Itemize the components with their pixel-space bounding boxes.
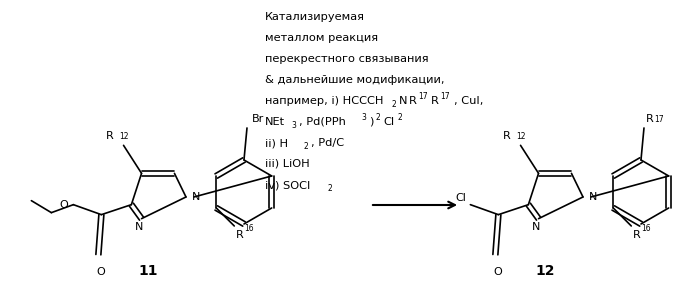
Text: ii) H: ii) H [265,138,288,148]
Text: N: N [192,192,200,202]
Text: iv) SOCl: iv) SOCl [265,180,310,190]
Text: металлом реакция: металлом реакция [265,33,378,43]
Text: R: R [646,114,654,124]
Text: Катализируемая: Катализируемая [265,12,365,22]
Text: 17: 17 [440,92,450,101]
Text: 2: 2 [303,142,308,151]
Text: 3: 3 [361,113,366,122]
Text: Cl: Cl [383,117,394,127]
Text: O: O [96,267,105,277]
Text: 17: 17 [654,115,664,124]
Text: 16: 16 [244,224,254,233]
Text: R: R [503,131,510,141]
Text: например, i) HCCCH: например, i) HCCCH [265,96,383,106]
Text: R: R [431,96,439,106]
Text: R: R [409,96,417,106]
Text: N: N [589,192,597,202]
Text: , Pd/C: , Pd/C [311,138,344,148]
Text: 16: 16 [641,224,651,233]
Text: R: R [236,230,244,240]
Text: O: O [493,267,502,277]
Text: 12: 12 [119,132,129,141]
Text: Cl: Cl [456,193,466,203]
Text: 3: 3 [291,121,296,130]
Text: 2: 2 [391,100,396,109]
Text: ): ) [369,117,373,127]
Text: 12: 12 [535,264,555,278]
Text: 2: 2 [327,184,332,193]
Text: , Pd(PPh: , Pd(PPh [299,117,346,127]
Text: NEt: NEt [265,117,285,127]
Text: , CuI,: , CuI, [454,96,484,106]
Text: Br: Br [252,114,265,124]
Text: N: N [399,96,408,106]
Text: N: N [533,222,541,232]
Text: перекрестного связывания: перекрестного связывания [265,54,429,64]
Text: 2: 2 [375,113,380,122]
Text: 11: 11 [138,264,158,278]
Text: R: R [106,131,114,141]
Text: 12: 12 [517,132,526,141]
Text: 17: 17 [418,92,428,101]
Text: N: N [135,222,144,232]
Text: 2: 2 [397,113,402,122]
Text: & дальнейшие модификации,: & дальнейшие модификации, [265,75,445,85]
Text: R: R [633,230,641,240]
Text: iii) LiOH: iii) LiOH [265,159,310,169]
Text: O: O [59,200,68,210]
